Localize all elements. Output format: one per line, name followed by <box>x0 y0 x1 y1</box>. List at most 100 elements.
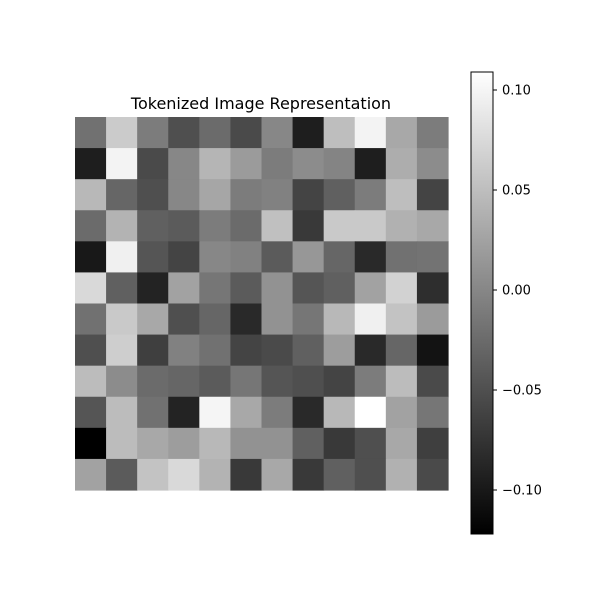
heatmap-cell <box>199 241 232 274</box>
heatmap-cell <box>168 117 200 149</box>
heatmap-cell <box>385 303 418 336</box>
heatmap-cell <box>106 272 138 305</box>
heatmap-cell <box>323 272 356 305</box>
heatmap-cell <box>385 241 418 274</box>
heatmap-cell <box>106 427 138 460</box>
heatmap-cell <box>416 241 449 274</box>
heatmap-cell <box>75 303 107 336</box>
colorbar-tick-label: 0.05 <box>502 184 531 199</box>
heatmap-cell <box>292 117 325 149</box>
heatmap-cell <box>199 303 232 336</box>
heatmap-cell <box>416 117 449 149</box>
heatmap-cell <box>75 396 107 429</box>
heatmap-cell <box>230 365 263 398</box>
heatmap-cell <box>199 179 232 211</box>
heatmap-cell <box>137 241 169 274</box>
heatmap-cell <box>168 427 200 460</box>
heatmap-cell <box>75 179 107 211</box>
heatmap-cell <box>137 117 169 149</box>
heatmap-cell <box>354 458 387 491</box>
heatmap-cell <box>106 303 138 336</box>
heatmap-cell <box>199 458 232 491</box>
heatmap-cell <box>168 458 200 491</box>
heatmap-cell <box>230 396 263 429</box>
heatmap-cell <box>323 458 356 491</box>
heatmap-cell <box>323 334 356 367</box>
colorbar-gradient <box>471 72 493 534</box>
heatmap-cell <box>416 303 449 336</box>
heatmap-cell <box>106 396 138 429</box>
heatmap-cell <box>323 365 356 398</box>
heatmap-cell <box>416 396 449 429</box>
heatmap-cell <box>354 148 387 180</box>
heatmap-cell <box>199 396 232 429</box>
heatmap-cell <box>199 365 232 398</box>
heatmap-cell <box>230 117 263 149</box>
heatmap-cell <box>230 303 263 336</box>
heatmap-cell <box>323 427 356 460</box>
heatmap-cell <box>385 117 418 149</box>
heatmap-cell <box>416 210 449 242</box>
heatmap-cell <box>385 334 418 367</box>
heatmap-cell <box>261 458 294 491</box>
heatmap-cell <box>261 303 294 336</box>
heatmap-cell <box>168 334 200 367</box>
heatmap-cell <box>261 179 294 211</box>
heatmap-cell <box>261 427 294 460</box>
heatmap-cell <box>230 272 263 305</box>
heatmap-cell <box>106 210 138 242</box>
heatmap-cell <box>292 303 325 336</box>
heatmap-cell <box>416 179 449 211</box>
heatmap-cell <box>137 148 169 180</box>
colorbar-ticks: 0.10 0.05 0.00 −0.05 −0.10 <box>493 84 542 499</box>
heatmap-cell <box>385 272 418 305</box>
heatmap-cell <box>137 210 169 242</box>
heatmap-cell <box>416 365 449 398</box>
colorbar-tick-label: 0.00 <box>502 284 531 299</box>
heatmap-cell <box>106 117 138 149</box>
heatmap-cell <box>261 396 294 429</box>
heatmap-cell <box>106 365 138 398</box>
heatmap-cell <box>75 117 107 149</box>
heatmap-cell <box>385 210 418 242</box>
heatmap-cell <box>75 458 107 491</box>
heatmap-cell <box>168 148 200 180</box>
heatmap-cell <box>354 210 387 242</box>
colorbar-tick-label: −0.05 <box>502 384 542 399</box>
heatmap-cell <box>137 458 169 491</box>
heatmap-cell <box>75 427 107 460</box>
heatmap-cell <box>75 272 107 305</box>
heatmap-cell <box>199 427 232 460</box>
heatmap-cell <box>261 334 294 367</box>
heatmap-cell <box>354 427 387 460</box>
heatmap-cell <box>230 148 263 180</box>
chart-title: Tokenized Image Representation <box>130 94 391 113</box>
heatmap-cell <box>354 396 387 429</box>
heatmap-cell <box>261 272 294 305</box>
heatmap-cell <box>75 148 107 180</box>
heatmap-cell <box>75 241 107 274</box>
heatmap-cell <box>168 303 200 336</box>
heatmap-cell <box>354 117 387 149</box>
heatmap-cell <box>385 148 418 180</box>
heatmap-cell <box>354 241 387 274</box>
heatmap-cell <box>168 210 200 242</box>
heatmap-cell <box>385 396 418 429</box>
heatmap-cell <box>168 179 200 211</box>
heatmap-cell <box>354 272 387 305</box>
heatmap-cell <box>292 396 325 429</box>
heatmap-cell <box>323 179 356 211</box>
heatmap-cell <box>292 179 325 211</box>
heatmap-cell <box>106 458 138 491</box>
heatmap-cell <box>354 179 387 211</box>
heatmap-cell <box>137 396 169 429</box>
heatmap-cell <box>230 241 263 274</box>
heatmap-cell <box>199 334 232 367</box>
heatmap-cell <box>323 117 356 149</box>
heatmap-cell <box>385 427 418 460</box>
heatmap-cell <box>292 334 325 367</box>
heatmap-cell <box>137 272 169 305</box>
heatmap-cell <box>261 210 294 242</box>
heatmap-cell <box>354 303 387 336</box>
